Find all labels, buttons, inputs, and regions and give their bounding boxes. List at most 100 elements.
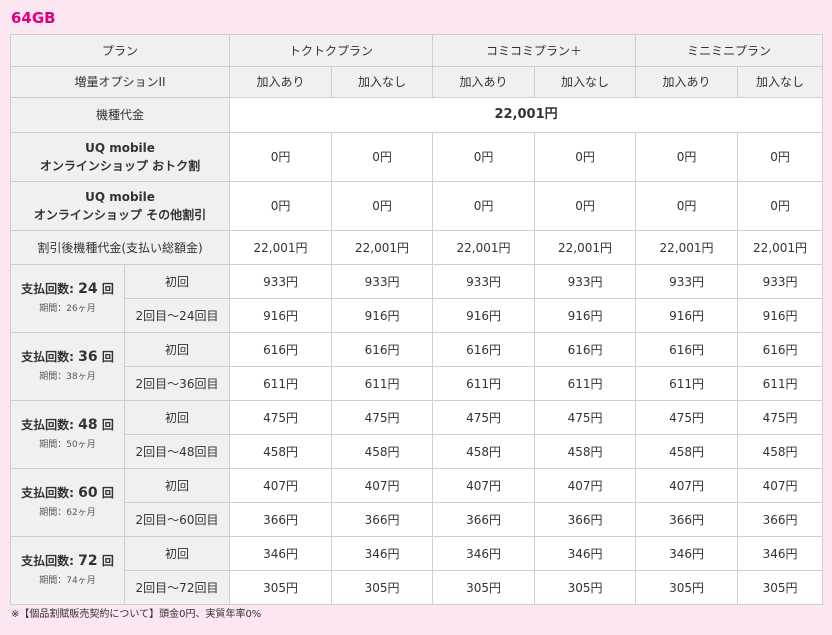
discount-online-value: 0円	[635, 132, 739, 182]
installment-period: 期間：26ヶ月	[39, 303, 96, 314]
discount-other-value: 0円	[331, 181, 434, 231]
plan-label: プラン	[9, 34, 231, 67]
first-payment-value: 475円	[737, 400, 824, 435]
first-payment-value: 407円	[635, 468, 739, 503]
first-payment-value: 346円	[432, 536, 536, 571]
installment-count-label: 支払回数: 72 回	[12, 552, 124, 569]
first-payment-value: 475円	[331, 400, 434, 435]
rest-payment-value: 916円	[534, 298, 637, 333]
rest-payment-value: 305円	[331, 570, 434, 605]
installment-rest-row: 2回目〜48回目 458円 458円 458円 458円 458円 458円	[11, 434, 824, 469]
discount-online-value: 0円	[331, 132, 434, 182]
first-payment-value: 933円	[737, 264, 824, 299]
installment-count-label: 支払回数: 60 回	[12, 485, 124, 501]
first-payment-label: 初回	[123, 400, 231, 435]
plan-header-row: プラン トクトクプラン コミコミプラン＋ ミニミニプラン	[9, 34, 824, 67]
rest-payment-value: 366円	[635, 502, 739, 537]
installment-rest-row: 2回目〜36回目 611円 611円 611円 611円 611円 611円	[11, 366, 824, 401]
discount-online-label-line2: オンラインショップ おトク割	[39, 159, 201, 173]
page-title: 64GB	[11, 9, 56, 27]
discount-online-value: 0円	[229, 132, 333, 182]
first-payment-value: 933円	[432, 264, 536, 299]
rest-payment-label: 2回目〜72回目	[123, 570, 231, 605]
discount-online-value: 0円	[737, 132, 824, 182]
installment-count: 36	[78, 348, 98, 365]
first-payment-value: 933円	[229, 264, 333, 299]
rest-payment-value: 916円	[229, 298, 333, 333]
discount-other-label-line1: UQ mobile	[85, 190, 155, 204]
installment-period: 期間：38ヶ月	[39, 371, 96, 382]
installment-label: 支払回数: 72 回期間：74ヶ月	[10, 536, 125, 605]
rest-payment-value: 366円	[534, 502, 637, 537]
discount-online-label-line1: UQ mobile	[85, 141, 155, 155]
installment-first-row: 支払回数: 48 回期間：50ヶ月 初回 475円 475円 475円 475円 475円 4…	[10, 400, 824, 469]
rest-payment-value: 458円	[737, 434, 824, 469]
device-price-row: 機種代金 22,001円	[9, 97, 824, 133]
rest-payment-value: 458円	[635, 434, 739, 469]
first-payment-value: 346円	[737, 536, 824, 571]
first-payment-label: 初回	[123, 264, 231, 299]
installment-count: 72	[78, 552, 98, 569]
discount-other-label: UQ mobile オンラインショップ その他割引	[9, 181, 231, 231]
rest-payment-value: 366円	[737, 502, 824, 537]
first-payment-value: 616円	[331, 332, 434, 367]
rest-payment-value: 366円	[432, 502, 536, 537]
rest-payment-value: 305円	[534, 570, 637, 605]
rest-payment-value: 611円	[737, 366, 824, 401]
installment-count: 48	[78, 416, 98, 433]
discount-other-value: 0円	[229, 181, 333, 231]
first-payment-value: 346円	[635, 536, 739, 571]
installment-suffix: 回	[101, 281, 114, 296]
first-payment-value: 933円	[534, 264, 637, 299]
option-header-row: 増量オプションII 加入あり 加入なし 加入あり 加入なし 加入あり 加入なし	[9, 66, 824, 98]
option-value: 加入なし	[737, 66, 824, 98]
first-payment-value: 475円	[432, 400, 536, 435]
rest-payment-value: 305円	[229, 570, 333, 605]
after-discount-row: 割引後機種代金(支払い総額金) 22,001円 22,001円 22,001円 …	[9, 230, 824, 265]
discount-other-label-line2: オンラインショップ その他割引	[33, 208, 207, 222]
first-payment-label: 初回	[123, 332, 231, 367]
device-price-value: 22,001円	[229, 97, 824, 133]
rest-payment-value: 916円	[635, 298, 739, 333]
rest-payment-value: 305円	[635, 570, 739, 605]
rest-payment-value: 458円	[229, 434, 333, 469]
rest-payment-label: 2回目〜24回目	[123, 298, 231, 333]
option-value: 加入あり	[229, 66, 333, 98]
rest-payment-label: 2回目〜48回目	[123, 434, 231, 469]
first-payment-value: 407円	[229, 468, 333, 503]
installment-first-row: 支払回数: 36 回期間：38ヶ月 初回 616円 616円 616円 616円 616円 6…	[10, 332, 824, 401]
installment-suffix: 回	[101, 417, 114, 432]
device-price-label: 機種代金	[9, 97, 231, 133]
option-value: 加入なし	[534, 66, 637, 98]
installment-prefix: 支払回数:	[21, 485, 74, 500]
installment-count-label: 支払回数: 48 回	[12, 416, 124, 433]
rest-payment-value: 916円	[432, 298, 536, 333]
rest-payment-value: 458円	[534, 434, 637, 469]
rest-payment-value: 611円	[534, 366, 637, 401]
rest-payment-value: 305円	[432, 570, 536, 605]
installment-period: 期間：74ヶ月	[39, 575, 96, 586]
after-discount-value: 22,001円	[229, 230, 333, 265]
installment-rest-row: 2回目〜60回目 366円 366円 366円 366円 366円 366円	[11, 502, 824, 537]
installment-label: 支払回数: 36 回期間：38ヶ月	[10, 332, 125, 401]
installment-prefix: 支払回数:	[21, 349, 74, 364]
first-payment-value: 346円	[331, 536, 434, 571]
option-value: 加入なし	[331, 66, 434, 98]
first-payment-value: 616円	[534, 332, 637, 367]
discount-other-value: 0円	[635, 181, 739, 231]
discount-online-value: 0円	[534, 132, 637, 182]
rest-payment-value: 458円	[432, 434, 536, 469]
price-table: プラン トクトクプラン コミコミプラン＋ ミニミニプラン 増量オプションII 加…	[9, 34, 824, 605]
footnote: ※【個品割賦販売契約について】頭金0円、実質年率0%	[11, 609, 262, 620]
rest-payment-label: 2回目〜60回目	[123, 502, 231, 537]
after-discount-value: 22,001円	[534, 230, 637, 265]
first-payment-value: 616円	[737, 332, 824, 367]
first-payment-value: 616円	[229, 332, 333, 367]
after-discount-value: 22,001円	[635, 230, 739, 265]
first-payment-value: 407円	[432, 468, 536, 503]
after-discount-label: 割引後機種代金(支払い総額金)	[9, 230, 231, 265]
rest-payment-value: 611円	[432, 366, 536, 401]
first-payment-value: 475円	[635, 400, 739, 435]
installment-first-row: 支払回数: 24 回期間：26ヶ月 初回 933円 933円 933円 933円 933円 9…	[10, 264, 824, 333]
first-payment-value: 407円	[534, 468, 637, 503]
